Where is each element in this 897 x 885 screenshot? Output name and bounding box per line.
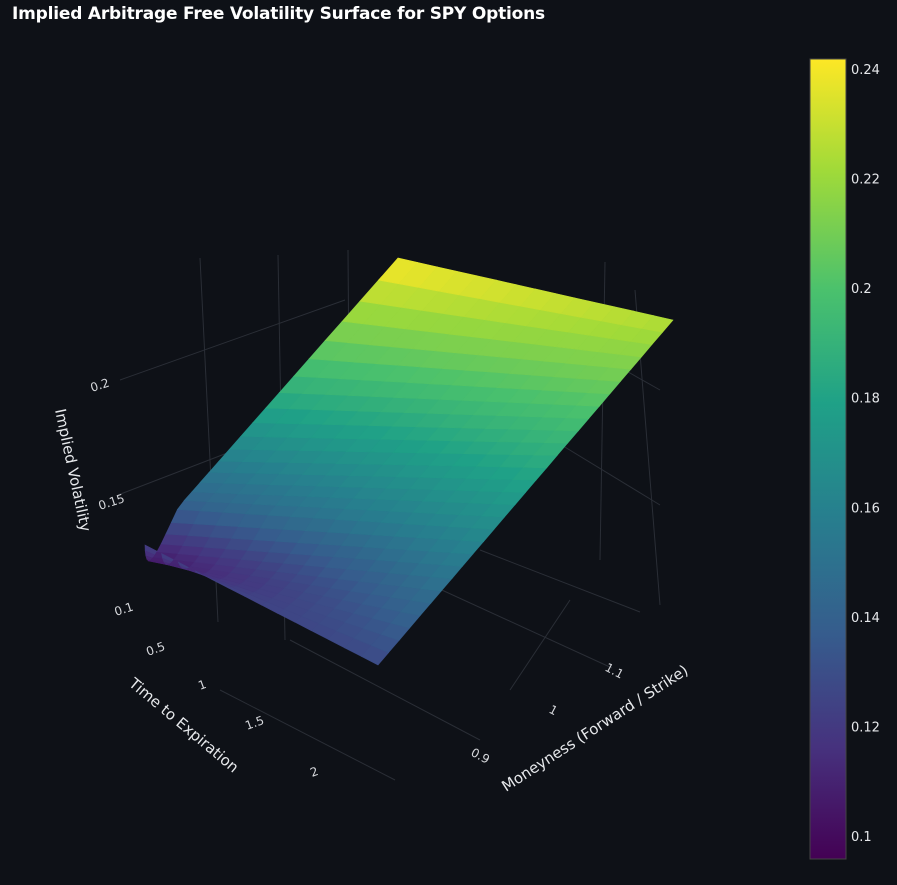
colorbar-ticks: 0.1 0.12 0.14 0.16 0.18 0.2 0.22 0.24 — [851, 63, 880, 845]
colorbar-tick-label: 0.18 — [851, 392, 880, 407]
x-tick-label: 0.9 — [469, 745, 492, 766]
x-tick-label: 1 — [547, 702, 560, 718]
colorbar-tick-label: 0.14 — [851, 611, 880, 626]
colorbar-tick-label: 0.24 — [851, 63, 880, 78]
surface-patch — [641, 315, 674, 333]
colorbar-tick-label: 0.12 — [851, 721, 880, 736]
y-tick-label: 0.5 — [144, 639, 167, 659]
z-axis-ticks: 0.2 0.15 0.1 — [89, 376, 135, 619]
colorbar-tick-label: 0.1 — [851, 830, 872, 845]
colorbar: 0.1 0.12 0.14 0.16 0.18 0.2 0.22 0.24 — [809, 58, 880, 860]
volatility-surface — [144, 257, 674, 666]
z-tick-label: 0.15 — [97, 491, 127, 513]
x-tick-label: 1.1 — [603, 660, 626, 681]
y-tick-label: 1.5 — [243, 713, 266, 733]
y-axis-title: Time to Expiration — [125, 674, 243, 777]
chart-title: Implied Arbitrage Free Volatility Surfac… — [12, 4, 545, 24]
colorbar-tick-label: 0.16 — [851, 501, 880, 516]
colorbar-gradient — [809, 58, 847, 860]
z-tick-label: 0.1 — [113, 600, 135, 619]
y-tick-label: 1 — [196, 677, 208, 693]
y-axis-ticks: 0.5 1 1.5 2 — [144, 639, 320, 780]
x-axis-title: Moneyness (Forward / Strike) — [498, 661, 691, 795]
colorbar-tick-label: 0.22 — [851, 173, 880, 188]
z-axis-title: Implied Volatility — [51, 407, 95, 533]
colorbar-tick-label: 0.2 — [851, 282, 872, 297]
z-tick-label: 0.2 — [89, 376, 111, 395]
y-tick-label: 2 — [308, 764, 320, 780]
